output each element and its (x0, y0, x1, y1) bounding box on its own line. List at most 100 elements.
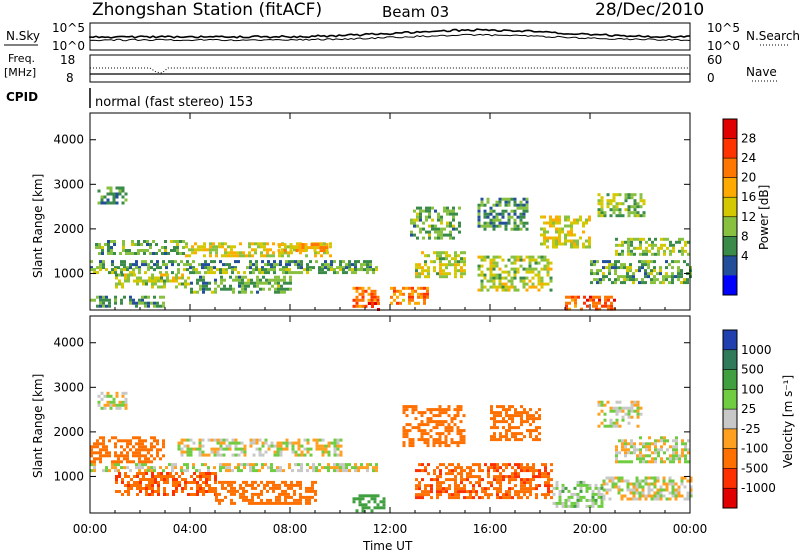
colorbar-tick-label: -500 (741, 461, 768, 475)
colorbar-tick-label: -100 (741, 442, 768, 456)
y-tick-label: 4000 (53, 133, 84, 147)
velocity-echo-region (615, 436, 690, 464)
colorbar-tick-label: 16 (741, 190, 756, 204)
x-tick-label: 04:00 (173, 522, 208, 536)
colorbar-tick-label: 500 (741, 363, 764, 377)
power-echoes (90, 186, 692, 311)
nave-label: Nave (746, 65, 777, 79)
colorbar-swatch (723, 119, 737, 140)
y-tick-label: 2000 (53, 425, 84, 439)
power-echo-region (477, 197, 529, 231)
x-tick-label: 16:00 (473, 522, 508, 536)
power-panel: 1000 2000 3000 4000 Slant Range [km] (31, 112, 692, 311)
nsky-trace (89, 28, 691, 39)
power-echo-region (90, 295, 165, 308)
power-echo-region (597, 193, 646, 218)
y-tick-label: 3000 (53, 380, 84, 394)
velocity-echo-region (597, 400, 643, 428)
x-tick-label: 12:00 (373, 522, 408, 536)
colorbar-swatch (723, 468, 737, 489)
velocity-echoes (90, 391, 693, 513)
colorbar-swatch (723, 330, 737, 351)
power-echo-region (410, 206, 461, 240)
freq-tick-top: 18 (60, 53, 75, 67)
colorbar-tick-label: 4 (741, 249, 749, 263)
power-echo-region (540, 215, 591, 249)
date-label: 28/Dec/2010 (595, 0, 704, 20)
power-echo-region (415, 251, 466, 279)
velocity-colorbar: 1000 500 100 25 -25 -100 -500 -1000 (722, 329, 776, 509)
colorbar-tick-label: 28 (741, 132, 756, 146)
y-tick-label: 1000 (53, 266, 84, 280)
velocity-echo-region (552, 480, 604, 508)
velocity-echo-region (402, 405, 466, 448)
power-echo-region (97, 186, 128, 205)
velocity-echo-region (352, 494, 386, 513)
freq-panel: Freq. [MHz] 18 8 Nave 60 0 (4, 52, 778, 85)
velocity-echo-region (490, 405, 541, 442)
power-echo-region (90, 260, 378, 270)
nave-trace (90, 67, 690, 74)
velocity-ylabel: Slant Range [km] (31, 374, 45, 478)
y-tick-label: 1000 (53, 469, 84, 483)
velocity-echo-region (177, 438, 343, 457)
power-colorbar: 28 24 20 16 12 8 4 (722, 118, 756, 296)
nave-tick-top: 60 (707, 53, 722, 67)
x-tick-label: 20:00 (573, 522, 608, 536)
freq-label-line2: [MHz] (4, 66, 36, 79)
colorbar-swatch (723, 158, 737, 179)
freq-tick-bottom: 8 (66, 71, 74, 85)
velocity-echo-region (215, 480, 317, 505)
power-echo-region (565, 295, 616, 311)
x-tick-label: 08:00 (273, 522, 308, 536)
power-echo-region (95, 240, 185, 255)
freq-label-line1: Freq. (8, 52, 35, 65)
power-echo-region (277, 243, 329, 253)
cpid-label: CPID (6, 90, 38, 104)
velocity-echo-region (602, 476, 693, 501)
colorbar-swatch (723, 428, 737, 450)
colorbar-tick-label: 1000 (741, 343, 772, 357)
colorbar-swatch (723, 369, 737, 390)
x-tick-label: 00:00 (673, 522, 708, 536)
colorbar-tick-label: -1000 (741, 481, 776, 495)
nsearch-tick-bottom: 10^0 (707, 39, 740, 53)
power-echo-region (477, 255, 553, 292)
power-echo-region (390, 286, 429, 305)
nsky-tick-bottom: 10^0 (52, 39, 85, 53)
power-colorbar-title: Power [dB] (757, 185, 771, 250)
nsearch-label: N.Search (746, 29, 800, 43)
power-echo-region (615, 237, 690, 256)
velocity-echo-region (90, 463, 378, 473)
power-echo-region (115, 273, 190, 289)
velocity-panel: 1000 2000 3000 4000 Slant Range [km] (31, 315, 693, 514)
y-tick-label: 2000 (53, 222, 84, 236)
velocity-colorbar-title: Velocity [m s⁻¹] (781, 375, 795, 468)
colorbar-swatch (723, 177, 737, 198)
y-tick-label: 3000 (53, 177, 84, 191)
power-echo-region (190, 275, 292, 294)
colorbar-swatch (723, 389, 737, 410)
colorbar-tick-label: 8 (741, 229, 749, 243)
nsky-label: N.Sky (6, 29, 40, 43)
cpid-mode-text: normal (fast stereo) 153 (95, 95, 253, 110)
velocity-echo-region (90, 436, 165, 464)
power-ylabel: Slant Range [km] (31, 174, 45, 278)
x-axis-title: Time UT (362, 539, 413, 553)
beam-label: Beam 03 (382, 3, 449, 21)
colorbar-tick-label: 12 (741, 210, 756, 224)
colorbar-swatch (723, 197, 737, 218)
colorbar-swatch (723, 255, 737, 276)
plot-title: Zhongshan Station (fitACF) (92, 0, 322, 20)
y-tick-label: 4000 (53, 336, 84, 350)
colorbar-tick-label: 100 (741, 382, 764, 396)
colorbar-swatch (723, 448, 737, 469)
power-echo-region (90, 268, 378, 275)
nsky-panel: N.Sky 10^5 10^0 N.Search 10^5 10^0 (4, 21, 800, 53)
velocity-echo-region (97, 391, 128, 410)
velocity-echo-region (115, 472, 217, 496)
colorbar-swatch (723, 275, 737, 296)
colorbar-swatch (723, 216, 737, 237)
colorbar-tick-label: 25 (741, 402, 756, 416)
